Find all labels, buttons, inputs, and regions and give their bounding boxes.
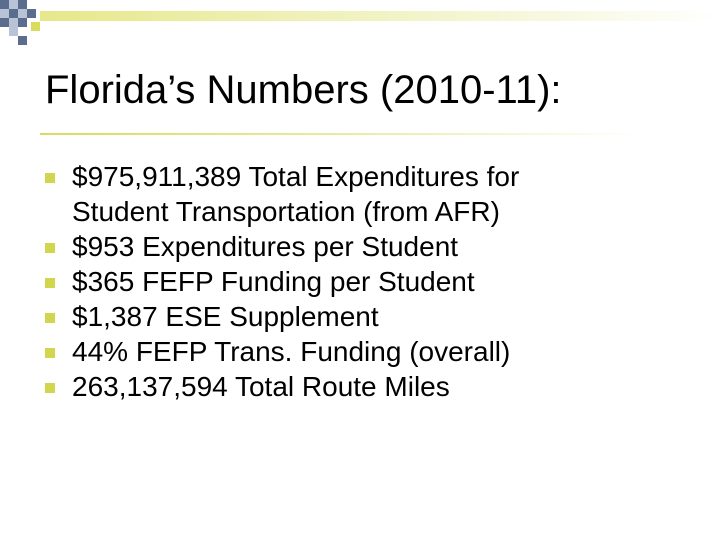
decor-square (18, 18, 27, 27)
bullet-text: Student Transportation (from AFR) (72, 196, 500, 227)
bullet-item: 44% FEFP Trans. Funding (overall) (45, 334, 519, 369)
title-underline (40, 133, 640, 135)
decor-square (31, 22, 40, 31)
decor-square (9, 9, 18, 18)
bullet-item: $975,911,389 Total Expenditures for Stud… (45, 159, 519, 229)
square-bullet-icon (45, 173, 55, 183)
square-bullet-icon (45, 348, 55, 358)
square-bullet-icon (45, 313, 55, 323)
decor-square (18, 36, 27, 45)
decor-square (9, 18, 18, 27)
bullet-text: 44% FEFP Trans. Funding (overall) (72, 336, 511, 367)
decor-square (9, 0, 18, 9)
bullet-text: $1,387 ESE Supplement (72, 301, 379, 332)
bullet-item: $1,387 ESE Supplement (45, 299, 519, 334)
decor-square (27, 9, 36, 18)
bullet-item: 263,137,594 Total Route Miles (45, 369, 519, 404)
bullet-text: $365 FEFP Funding per Student (72, 266, 475, 297)
decor-square (0, 18, 9, 27)
bullet-text: $953 Expenditures per Student (72, 231, 459, 262)
square-bullet-icon (45, 243, 55, 253)
decor-square (0, 0, 9, 9)
decor-square (18, 0, 27, 9)
square-bullet-icon (45, 383, 55, 393)
bullet-text: 263,137,594 Total Route Miles (72, 371, 450, 402)
slide-title: Florida’s Numbers (2010-11): (45, 68, 562, 112)
header-decoration-band (40, 11, 720, 21)
bullet-text: $975,911,389 Total Expenditures for (72, 161, 520, 192)
square-bullet-icon (45, 278, 55, 288)
decor-square (18, 9, 27, 18)
decor-square (9, 27, 18, 36)
bullet-item: $953 Expenditures per Student (45, 229, 519, 264)
bullet-item: $365 FEFP Funding per Student (45, 264, 519, 299)
bullet-list: $975,911,389 Total Expenditures for Stud… (45, 159, 519, 404)
decor-square (0, 9, 9, 18)
